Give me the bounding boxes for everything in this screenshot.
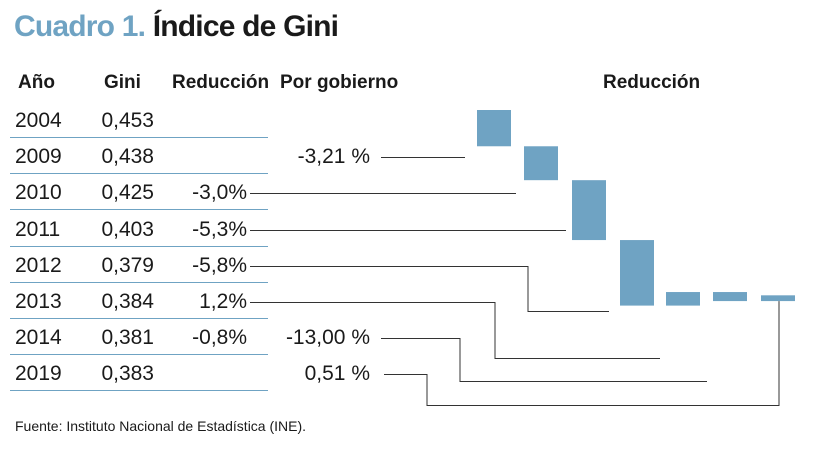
chart-title-block: Cuadro 1. Índice de Gini [14, 10, 339, 44]
cell-year: 2011 [15, 217, 61, 241]
cell-government: 0,51 % [304, 362, 370, 386]
cell-gini: 0,383 [101, 362, 154, 386]
leader-line-2014 [381, 338, 707, 382]
waterfall-bar-2019 [761, 295, 795, 302]
cell-reduction: -0,8% [192, 326, 247, 350]
cell-year: 2004 [15, 109, 62, 132]
cell-year: 2012 [15, 253, 62, 277]
page-title: Índice de Gini [152, 10, 339, 43]
waterfall-bar-2009 [477, 110, 511, 147]
cell-gini: 0,381 [101, 326, 154, 350]
table-number: Cuadro 1. [14, 10, 146, 43]
cell-reduction: -5,8% [192, 253, 247, 277]
cell-government: -13,00 % [285, 326, 370, 350]
leader-line-2013 [250, 302, 660, 359]
cell-gini: 0,453 [101, 109, 154, 132]
column-header-reduction: Reducción [172, 72, 270, 93]
waterfall-bar-2011 [572, 180, 606, 241]
row-divider [10, 209, 268, 210]
row-divider [10, 137, 268, 138]
leader-line-2012 [250, 266, 609, 312]
column-header-year: Año [18, 72, 55, 93]
waterfall-bar-2013 [666, 292, 700, 306]
cell-year: 2019 [15, 362, 62, 386]
cell-gini: 0,403 [101, 217, 154, 241]
cell-year: 2010 [15, 181, 62, 205]
leader-line-2019 [384, 301, 780, 406]
waterfall-bar-2010 [524, 146, 558, 181]
row-divider [10, 282, 268, 283]
cell-reduction: -3,0% [192, 181, 247, 205]
row-divider [10, 173, 268, 174]
cell-year: 2009 [15, 145, 62, 169]
cell-gini: 0,384 [101, 290, 154, 313]
cell-year: 2014 [15, 326, 62, 350]
row-divider [10, 246, 268, 247]
cell-gini: 0,425 [101, 181, 154, 205]
waterfall-bar-2012 [620, 240, 654, 306]
cell-gini: 0,438 [101, 145, 154, 169]
cell-reduction: -5,3% [192, 217, 247, 241]
row-divider [10, 354, 268, 355]
chart-title: Reducción [603, 72, 701, 93]
source-note: Fuente: Instituto Nacional de Estadístic… [15, 418, 307, 434]
row-divider [10, 318, 268, 319]
cell-year: 2013 [15, 290, 62, 313]
row-divider [10, 390, 268, 391]
waterfall-bar-2014 [713, 292, 747, 302]
cell-reduction: 1,2% [199, 290, 247, 313]
cell-government: -3,21 % [297, 145, 370, 169]
cell-gini: 0,379 [101, 253, 154, 277]
column-header-government: Por gobierno [280, 72, 399, 93]
column-header-gini: Gini [104, 72, 141, 93]
